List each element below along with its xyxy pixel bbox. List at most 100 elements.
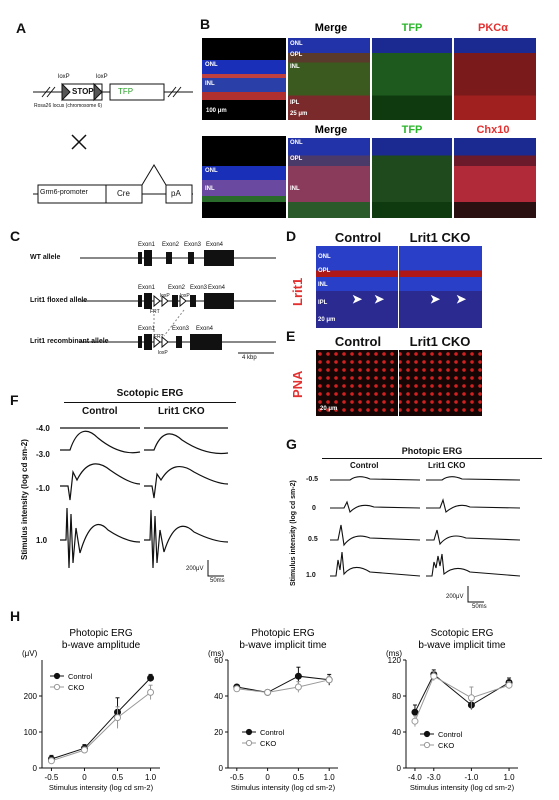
h-chart-title: Photopic ERG [251, 628, 315, 639]
g-trace-2 [330, 498, 521, 514]
h-legend-label: Control [68, 672, 93, 681]
f-title: Scotopic ERG [116, 388, 184, 399]
f-int-1: -4.0 [36, 424, 50, 433]
wt-exon4: Exon4 [206, 242, 224, 248]
rec-exon1: Exon1 [138, 326, 156, 332]
wt-allele-label: WT allele [30, 254, 61, 261]
h-data-point [467, 694, 475, 702]
h-y-tick-label: 0 [33, 764, 38, 773]
h-x-tick-label: 0 [82, 773, 87, 782]
h-y-unit: (μV) [22, 649, 38, 658]
e-header-cko: Lrit1 CKO [409, 334, 471, 349]
h-y-tick-label: 0 [219, 764, 224, 773]
h-chart-title: Photopic ERG [69, 628, 133, 639]
h-chart-title-2: b-wave implicit time [239, 640, 327, 651]
f-scale-t: 50ms [210, 578, 225, 584]
f-traces [60, 427, 229, 569]
f-col-control: Control [82, 406, 118, 417]
h-y-tick-label: 40 [392, 728, 401, 737]
h-y-tick-label: 120 [388, 656, 402, 665]
wt-exon1: Exon1 [138, 242, 156, 248]
h-x-tick-label: -4.0 [408, 773, 422, 782]
h-x-tick-label: 0 [265, 773, 270, 782]
h-legend-marker [245, 739, 253, 747]
kbp-scale-label: 4 kbp [242, 355, 257, 361]
g-traces [330, 476, 521, 577]
h-x-tick-label: -0.5 [45, 773, 59, 782]
arrowhead-icon: ➤ [374, 292, 385, 306]
f-title-rule [64, 402, 236, 403]
rec-exon3: Exon3 [172, 326, 190, 332]
flox-exon3: Exon3 [190, 285, 208, 291]
panel-label-g: G [286, 436, 297, 452]
h-data-point [411, 708, 419, 716]
construct-diagram [33, 82, 193, 204]
panel-label-a: A [16, 20, 27, 36]
g-trace-3 [330, 524, 521, 547]
b-row2-header-chx10: Chx10 [476, 124, 510, 136]
h-x-axis-label: Stimulus intensity (log cd sm-2) [410, 783, 515, 792]
f-ylabel: Stimulus intensity (log cd sm-2) [20, 439, 29, 560]
h-data-point [114, 714, 122, 722]
h-legend-marker [423, 730, 431, 738]
h-y-unit: (ms) [208, 649, 224, 658]
f-int-4: 1.0 [36, 536, 48, 545]
loxp-label-1: loxP [58, 74, 70, 80]
recombinant-allele-label: Lrit1 recombinant allele [30, 338, 109, 345]
grm6-promoter: Grm6-promoter [40, 189, 88, 196]
allele-diagram [80, 250, 276, 354]
h-series-line [236, 679, 330, 693]
rec-exon4: Exon4 [196, 326, 214, 332]
panel-label-d: D [286, 228, 297, 244]
f-int-3: -1.0 [36, 484, 50, 493]
g-int-4: 1.0 [306, 572, 316, 579]
h-x-tick-label: 0.5 [112, 773, 124, 782]
h-data-point [325, 676, 333, 684]
b-row2-merge-image: ONL OPL INL [288, 138, 370, 218]
b-row2-tfp-image [372, 138, 452, 218]
h-data-point [233, 685, 241, 693]
h-legend-label: CKO [260, 739, 276, 748]
panel-label-c: C [10, 228, 21, 244]
h-series-line [236, 675, 330, 693]
cre-gene: Cre [117, 189, 130, 198]
flox-exon1: Exon1 [138, 285, 156, 291]
panel-label-b: B [200, 16, 211, 32]
g-int-1: -0.5 [306, 476, 319, 483]
h-y-tick-label: 40 [214, 692, 223, 701]
wt-exon2: Exon2 [162, 242, 180, 248]
h-series-line [51, 677, 151, 760]
flox-exon4: Exon4 [208, 285, 226, 291]
flox-frt-label: FRT [150, 309, 160, 315]
h-legend-label: CKO [68, 683, 84, 692]
g-title-rule [322, 458, 542, 459]
panel-label-h: H [10, 608, 21, 624]
b-row1-pkca-image [454, 38, 536, 120]
f-col-cko: Lrit1 CKO [158, 406, 205, 417]
f-trace-3 [60, 463, 229, 501]
h-x-tick-label: -1.0 [465, 773, 479, 782]
h-y-tick-label: 0 [397, 764, 402, 773]
d-side-label: Lrit1 [290, 277, 305, 306]
tfp-gene: TFP [118, 87, 134, 96]
h-data-point [147, 674, 155, 682]
b-row2-header-tfp: TFP [401, 124, 423, 136]
pa-signal: pA [171, 189, 181, 198]
b-row1-overview-image: ONL INL 100 μm [202, 38, 286, 120]
h-data-point [294, 672, 302, 680]
rec-loxp-label: loxP [158, 350, 168, 356]
h-chart-title-2: b-wave amplitude [62, 640, 141, 651]
f-trace-4 [60, 507, 229, 569]
b-row2-overview-image: ONL INL [202, 136, 286, 218]
h-data-point [411, 717, 419, 725]
g-scale-bar [467, 586, 484, 603]
wt-exon3: Exon3 [184, 242, 202, 248]
f-scale-v: 200μV [186, 566, 204, 572]
rosa26-locus-label: Rosa26 locus (chromosome 6) [34, 103, 103, 109]
f-trace-2 [60, 430, 229, 455]
h-legend-marker [423, 741, 431, 749]
f-scale-bar [207, 560, 224, 577]
h-chart-title: Scotopic ERG [431, 628, 494, 639]
h-data-point [80, 746, 88, 754]
